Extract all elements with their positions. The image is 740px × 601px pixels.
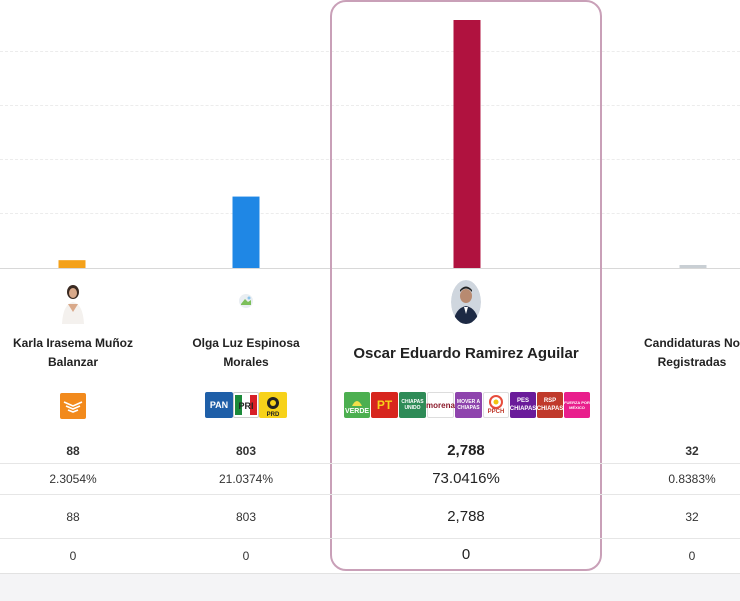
chiapas-unido-logo-icon: CHIAPAS UNIDO	[399, 392, 426, 418]
gridline	[0, 213, 740, 214]
percent-no-registradas: 0.8383%	[668, 472, 716, 486]
vote-bar-chart	[58, 20, 707, 268]
pt-logo-icon: PT	[371, 392, 398, 418]
verde-logo-icon: VERDE	[344, 392, 370, 418]
candidate-name-no-registradas: Candidaturas No Registradas	[643, 336, 740, 369]
candidate-photo-oscar	[451, 280, 481, 324]
votes-karla: 88	[66, 444, 80, 458]
gridline	[0, 51, 740, 52]
chart-baseline	[0, 268, 740, 269]
pan-logo-icon: PAN	[205, 392, 233, 418]
percent-karla: 2.3054%	[49, 472, 97, 486]
pes-logo-icon: PES CHIAPAS	[510, 392, 536, 418]
percent-oscar: 73.0416%	[432, 470, 500, 487]
fuerza-por-mexico-logo-icon: FUERZA POR MÉXICO	[564, 392, 590, 418]
movimiento-ciudadano-logo-icon	[60, 393, 86, 419]
prd-logo-text: PRD	[267, 412, 280, 418]
table-footer-band	[0, 573, 740, 601]
extra-oscar: 0	[461, 546, 471, 563]
gridline	[0, 105, 740, 106]
pri-logo-icon: PRI	[233, 392, 259, 418]
votes-oscar: 2,788	[447, 442, 485, 459]
ppch-logo-icon: PPCH	[483, 392, 509, 418]
percent-olga: 21.0374%	[218, 472, 274, 486]
votes-repeat-olga: 803	[235, 510, 257, 524]
extra-no-registradas: 0	[688, 549, 696, 563]
prd-logo-icon: PRD	[259, 392, 287, 418]
bar-1[interactable]	[232, 196, 260, 268]
extra-karla: 0	[69, 549, 77, 563]
candidate-photo-karla	[58, 282, 88, 324]
bar-3[interactable]	[679, 265, 707, 268]
winner-highlight-frame[interactable]	[330, 0, 602, 571]
bar-0[interactable]	[58, 260, 86, 268]
table-row-divider	[0, 538, 740, 539]
votes-no-registradas: 32	[685, 444, 699, 458]
candidate-name-karla: Karla Irasema Muñoz Balanzar	[12, 336, 134, 369]
candidate-name-olga: Olga Luz Espinosa Morales	[192, 336, 300, 369]
gridline	[0, 159, 740, 160]
candidate-photo-placeholder-olga	[238, 293, 254, 309]
table-row-divider	[0, 463, 740, 464]
votes-repeat-oscar: 2,788	[447, 508, 485, 525]
candidate-name-oscar: Oscar Eduardo Ramirez Aguilar	[353, 345, 579, 362]
extra-olga: 0	[242, 549, 250, 563]
mover-a-chiapas-logo-icon: MOVER A CHIAPAS	[455, 392, 482, 418]
table-row-divider	[0, 494, 740, 495]
pri-logo-text: PRI	[238, 401, 253, 411]
votes-repeat-no-registradas: 32	[685, 510, 699, 524]
rsp-logo-icon: RSP CHIAPAS	[537, 392, 563, 418]
bar-2[interactable]	[453, 20, 481, 268]
votes-olga: 803	[235, 444, 257, 458]
morena-logo-icon: morena	[426, 392, 455, 418]
votes-repeat-karla: 88	[66, 510, 80, 524]
